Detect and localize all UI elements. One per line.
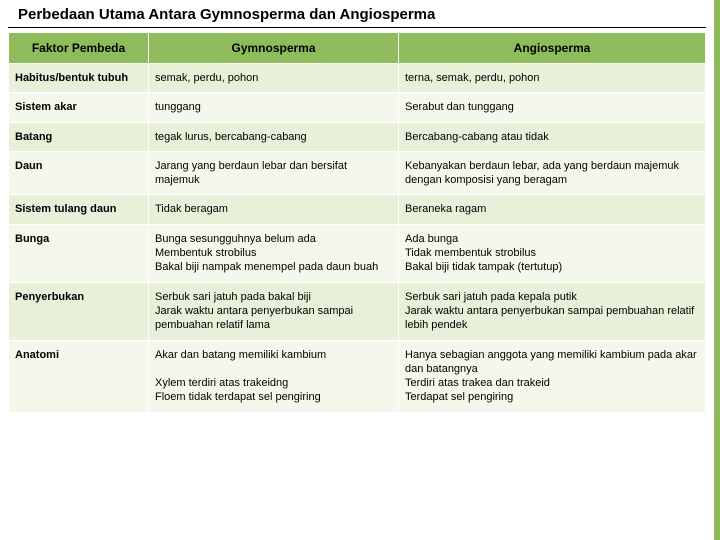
cell-factor: Daun — [9, 151, 149, 195]
cell-gymno: Tidak beragam — [149, 195, 399, 224]
table-row: Anatomi Akar dan batang memiliki kambium… — [9, 340, 706, 412]
table-row: Habitus/bentuk tubuh semak, perdu, pohon… — [9, 64, 706, 93]
table-row: Batang tegak lurus, bercabang-cabang Ber… — [9, 122, 706, 151]
cell-angio: Hanya sebagian anggota yang memiliki kam… — [399, 340, 706, 412]
cell-angio: Serabut dan tunggang — [399, 93, 706, 122]
cell-factor: Batang — [9, 122, 149, 151]
cell-gymno: semak, perdu, pohon — [149, 64, 399, 93]
cell-angio: Serbuk sari jatuh pada kepala putik Jara… — [399, 282, 706, 340]
cell-gymno: Serbuk sari jatuh pada bakal biji Jarak … — [149, 282, 399, 340]
cell-gymno: tunggang — [149, 93, 399, 122]
cell-angio: Beraneka ragam — [399, 195, 706, 224]
cell-factor: Penyerbukan — [9, 282, 149, 340]
cell-factor: Habitus/bentuk tubuh — [9, 64, 149, 93]
table-row: Daun Jarang yang berdaun lebar dan bersi… — [9, 151, 706, 195]
header-angio: Angiosperma — [399, 33, 706, 64]
cell-factor: Sistem tulang daun — [9, 195, 149, 224]
table-row: Bunga Bunga sesungguhnya belum ada Membe… — [9, 224, 706, 282]
table-row: Sistem akar tunggang Serabut dan tunggan… — [9, 93, 706, 122]
cell-gymno: Akar dan batang memiliki kambium Xylem t… — [149, 340, 399, 412]
header-factor: Faktor Pembeda — [9, 33, 149, 64]
cell-factor: Bunga — [9, 224, 149, 282]
comparison-table: Faktor Pembeda Gymnosperma Angiosperma H… — [8, 32, 706, 413]
cell-factor: Anatomi — [9, 340, 149, 412]
cell-angio: Kebanyakan berdaun lebar, ada yang berda… — [399, 151, 706, 195]
header-gymno: Gymnosperma — [149, 33, 399, 64]
table-row: Penyerbukan Serbuk sari jatuh pada bakal… — [9, 282, 706, 340]
cell-angio: terna, semak, perdu, pohon — [399, 64, 706, 93]
page-title: Perbedaan Utama Antara Gymnosperma dan A… — [8, 0, 706, 28]
cell-factor: Sistem akar — [9, 93, 149, 122]
cell-angio: Ada bunga Tidak membentuk strobilus Baka… — [399, 224, 706, 282]
cell-angio: Bercabang-cabang atau tidak — [399, 122, 706, 151]
table-row: Sistem tulang daun Tidak beragam Beranek… — [9, 195, 706, 224]
cell-gymno: tegak lurus, bercabang-cabang — [149, 122, 399, 151]
table-header-row: Faktor Pembeda Gymnosperma Angiosperma — [9, 33, 706, 64]
cell-gymno: Bunga sesungguhnya belum ada Membentuk s… — [149, 224, 399, 282]
cell-gymno: Jarang yang berdaun lebar dan bersifat m… — [149, 151, 399, 195]
